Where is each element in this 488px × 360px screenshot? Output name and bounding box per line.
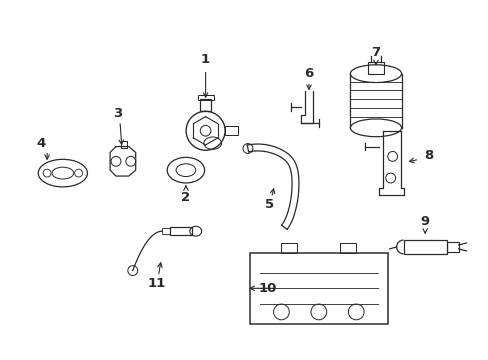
Text: 10: 10 [258,282,276,295]
Text: 9: 9 [420,215,429,228]
Bar [197,95,213,100]
Text: 7: 7 [370,45,380,59]
Text: 4: 4 [37,137,46,150]
Bar [121,141,126,148]
Text: 2: 2 [181,191,190,204]
Bar [249,253,387,324]
Text: 3: 3 [113,107,122,120]
Bar [446,242,458,252]
Text: 5: 5 [264,198,274,211]
Bar [403,240,446,254]
Bar [170,227,191,235]
Bar [224,126,237,135]
Bar [340,243,356,253]
Text: 8: 8 [424,149,433,162]
Bar [281,243,297,253]
Text: 1: 1 [201,53,210,66]
Bar [162,228,170,234]
Text: 6: 6 [304,67,313,80]
Text: 11: 11 [147,277,165,290]
Bar [200,99,210,111]
Bar [367,62,383,74]
